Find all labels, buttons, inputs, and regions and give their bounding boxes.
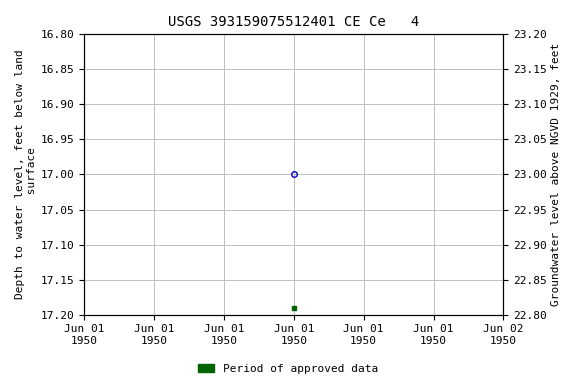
Legend: Period of approved data: Period of approved data [193, 359, 383, 379]
Title: USGS 393159075512401 CE Ce   4: USGS 393159075512401 CE Ce 4 [168, 15, 419, 29]
Y-axis label: Groundwater level above NGVD 1929, feet: Groundwater level above NGVD 1929, feet [551, 43, 561, 306]
Y-axis label: Depth to water level, feet below land
 surface: Depth to water level, feet below land su… [15, 50, 37, 300]
